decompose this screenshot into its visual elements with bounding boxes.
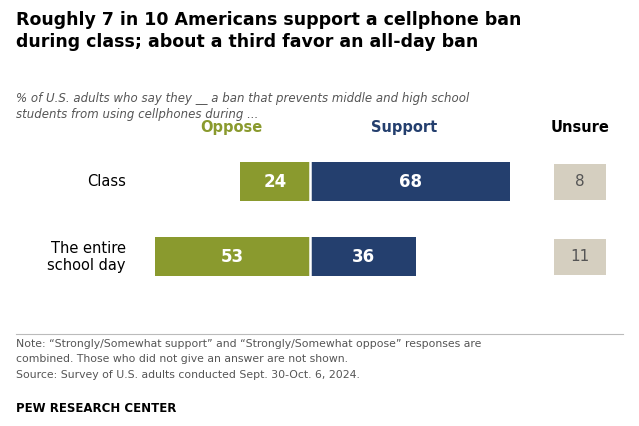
Bar [240,162,311,201]
Text: 11: 11 [570,249,590,265]
Text: % of U.S. adults who say they __ a ban that prevents middle and high school
stud: % of U.S. adults who say they __ a ban t… [16,92,469,121]
Text: Oppose: Oppose [200,120,262,135]
Bar [311,162,510,201]
Text: 36: 36 [351,248,374,266]
Text: Unsure: Unsure [550,120,610,135]
Text: Note: “Strongly/Somewhat support” and “Strongly/Somewhat oppose” responses are: Note: “Strongly/Somewhat support” and “S… [16,339,481,348]
Bar [155,237,311,276]
Text: combined. Those who did not give an answer are not shown.: combined. Those who did not give an answ… [16,354,348,364]
Text: 68: 68 [399,173,422,191]
Bar [554,239,606,275]
Text: Roughly 7 in 10 Americans support a cellphone ban
during class; about a third fa: Roughly 7 in 10 Americans support a cell… [16,11,521,51]
Bar [554,164,606,200]
Bar [311,237,416,276]
Text: Support: Support [371,120,437,135]
Text: Source: Survey of U.S. adults conducted Sept. 30-Oct. 6, 2024.: Source: Survey of U.S. adults conducted … [16,370,360,380]
Text: PEW RESEARCH CENTER: PEW RESEARCH CENTER [16,402,176,415]
Text: 24: 24 [263,173,287,191]
Text: 53: 53 [221,248,244,266]
Text: 8: 8 [575,174,585,190]
